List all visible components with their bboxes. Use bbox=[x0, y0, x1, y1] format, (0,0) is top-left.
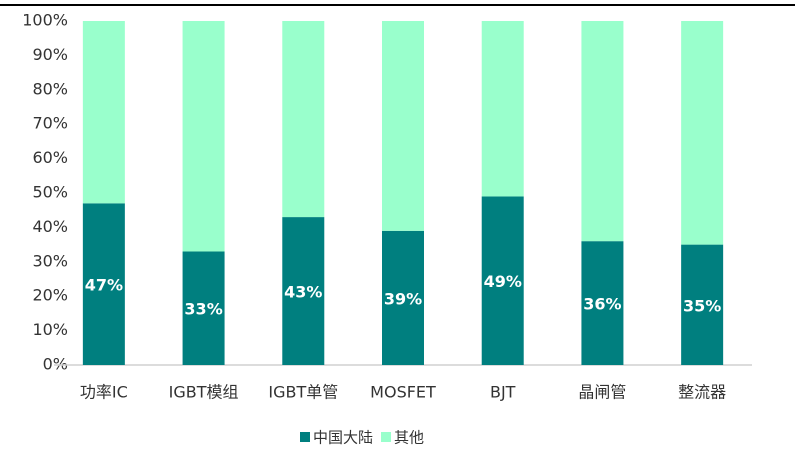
bar-segment bbox=[282, 21, 325, 218]
bar-segment bbox=[481, 21, 524, 197]
bar-segment bbox=[681, 244, 724, 365]
legend-swatch bbox=[300, 432, 310, 442]
y-tick-label: 90% bbox=[32, 45, 68, 64]
bar-segment bbox=[82, 203, 125, 365]
y-tick-label: 70% bbox=[32, 114, 68, 133]
value-label: 43% bbox=[284, 283, 322, 302]
x-tick-label: 晶闸管 bbox=[578, 383, 626, 402]
x-tick-label: BJT bbox=[490, 383, 516, 402]
legend-label: 其他 bbox=[394, 429, 424, 447]
bar-segment bbox=[681, 21, 724, 245]
bar-segment bbox=[581, 241, 624, 365]
value-label: 47% bbox=[85, 276, 123, 295]
value-label: 49% bbox=[484, 272, 522, 291]
bar-segment bbox=[182, 21, 225, 252]
bar-segment bbox=[382, 230, 424, 365]
y-tick-label: 50% bbox=[32, 183, 68, 202]
x-tick-label: 功率IC bbox=[80, 383, 128, 402]
x-tick-label: IGBT模组 bbox=[169, 383, 239, 402]
bar-segment bbox=[82, 21, 125, 204]
y-tick-label: 20% bbox=[32, 286, 68, 305]
y-tick-label: 80% bbox=[32, 79, 68, 98]
y-tick-label: 40% bbox=[32, 217, 68, 236]
bar-segment bbox=[282, 217, 325, 365]
value-label: 33% bbox=[184, 300, 222, 319]
bar-segment bbox=[382, 21, 424, 231]
x-tick-label: MOSFET bbox=[370, 383, 436, 402]
y-tick-label: 10% bbox=[32, 320, 68, 339]
value-label: 39% bbox=[384, 289, 422, 308]
legend-label: 中国大陆 bbox=[313, 429, 373, 447]
y-tick-label: 0% bbox=[43, 355, 68, 374]
value-label: 35% bbox=[683, 296, 721, 315]
x-tick-label: IGBT单管 bbox=[268, 383, 338, 402]
legend-swatch bbox=[381, 432, 392, 442]
y-tick-label: 100% bbox=[22, 11, 68, 30]
value-label: 36% bbox=[583, 295, 621, 314]
bar-segment bbox=[581, 21, 624, 242]
bar-segment bbox=[481, 196, 524, 365]
y-tick-label: 30% bbox=[32, 251, 68, 270]
x-tick-label: 整流器 bbox=[678, 383, 726, 402]
bar-segment bbox=[182, 251, 225, 365]
y-tick-label: 60% bbox=[32, 148, 68, 167]
